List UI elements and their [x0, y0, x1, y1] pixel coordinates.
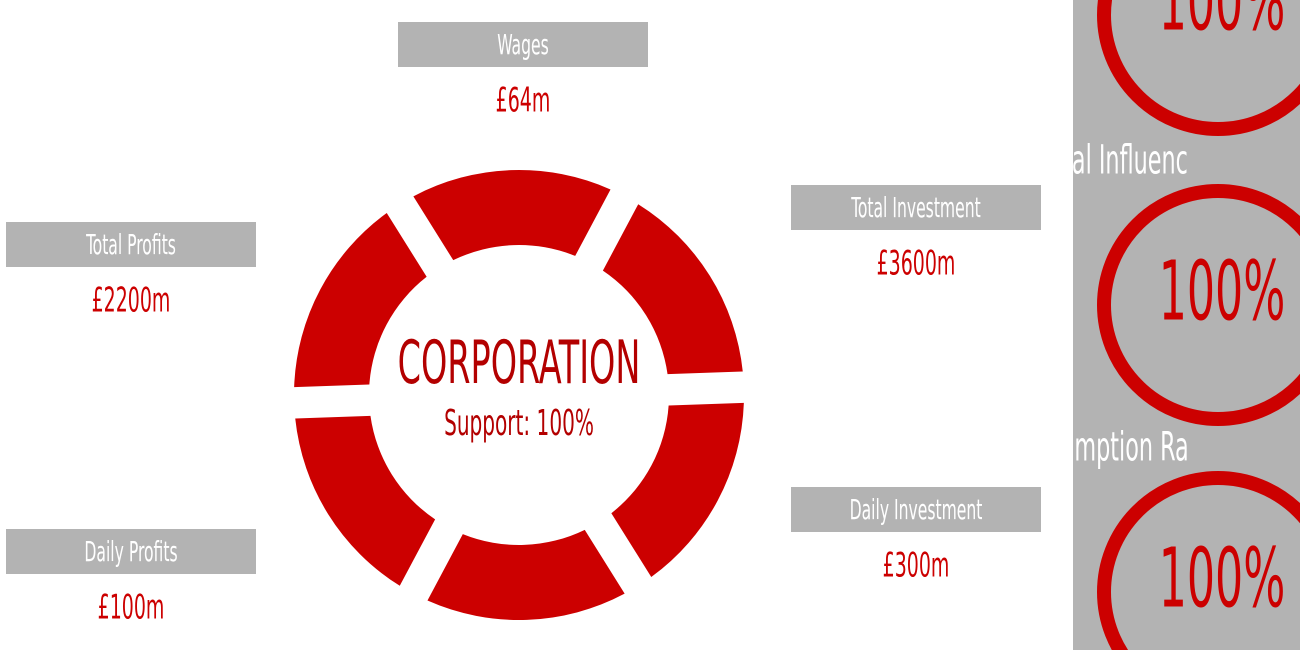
- stat-label: Total Profits: [85, 229, 176, 261]
- ring: [294, 169, 744, 620]
- stat-label: Daily Investment: [850, 494, 983, 526]
- ring-segment: [602, 204, 743, 375]
- stat-value: £100m: [98, 587, 165, 627]
- stat-box: [6, 529, 256, 574]
- stat-label: Total Investment: [850, 192, 980, 224]
- stat-value: £3600m: [877, 243, 956, 283]
- gauge-ring: [1097, 184, 1300, 426]
- stat-box: [6, 222, 256, 267]
- stat-label: Wages: [497, 29, 549, 61]
- stat-box: [791, 185, 1041, 230]
- gauge-label: Political Influenc: [1006, 136, 1188, 183]
- stat-value: £64m: [496, 80, 551, 120]
- gauge-value: 100%: [1159, 530, 1286, 626]
- stat-value: £2200m: [92, 280, 171, 320]
- stat-box: [398, 22, 648, 67]
- ring-segment: [611, 402, 744, 578]
- ring-segment: [413, 169, 611, 261]
- center-title: CORPORATION: [398, 328, 641, 398]
- gauge-value: 100%: [1159, 243, 1286, 339]
- gauge-ring: [1097, 0, 1300, 136]
- ring-segment: [295, 415, 436, 586]
- gauge-label: Consumption Ra: [1005, 423, 1188, 470]
- stat-label: Daily Profits: [84, 536, 177, 568]
- gauge-value: 100%: [1159, 0, 1286, 49]
- support-text: Support: 100%: [444, 403, 594, 445]
- ring-segment: [427, 529, 625, 620]
- stat-box: [791, 487, 1041, 532]
- stat-value: £300m: [883, 545, 950, 585]
- gauge-ring: [1097, 471, 1300, 650]
- ring-segment: [294, 212, 427, 388]
